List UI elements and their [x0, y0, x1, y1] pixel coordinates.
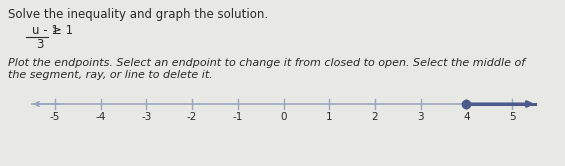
Text: Solve the inequality and graph the solution.: Solve the inequality and graph the solut…: [8, 8, 268, 21]
Text: -4: -4: [95, 112, 106, 122]
Text: the segment, ray, or line to delete it.: the segment, ray, or line to delete it.: [8, 70, 213, 80]
Text: 3: 3: [418, 112, 424, 122]
Text: 2: 2: [372, 112, 378, 122]
Text: 0: 0: [280, 112, 287, 122]
Text: Plot the endpoints. Select an endpoint to change it from closed to open. Select : Plot the endpoints. Select an endpoint t…: [8, 58, 525, 68]
Text: -1: -1: [233, 112, 243, 122]
Text: 5: 5: [509, 112, 515, 122]
Text: ≥ 1: ≥ 1: [52, 24, 73, 37]
Text: -2: -2: [187, 112, 197, 122]
Text: 1: 1: [326, 112, 333, 122]
Text: 4: 4: [463, 112, 470, 122]
Text: 3: 3: [36, 38, 44, 51]
Text: -3: -3: [141, 112, 151, 122]
Text: u - 1: u - 1: [32, 24, 59, 37]
Text: -5: -5: [50, 112, 60, 122]
